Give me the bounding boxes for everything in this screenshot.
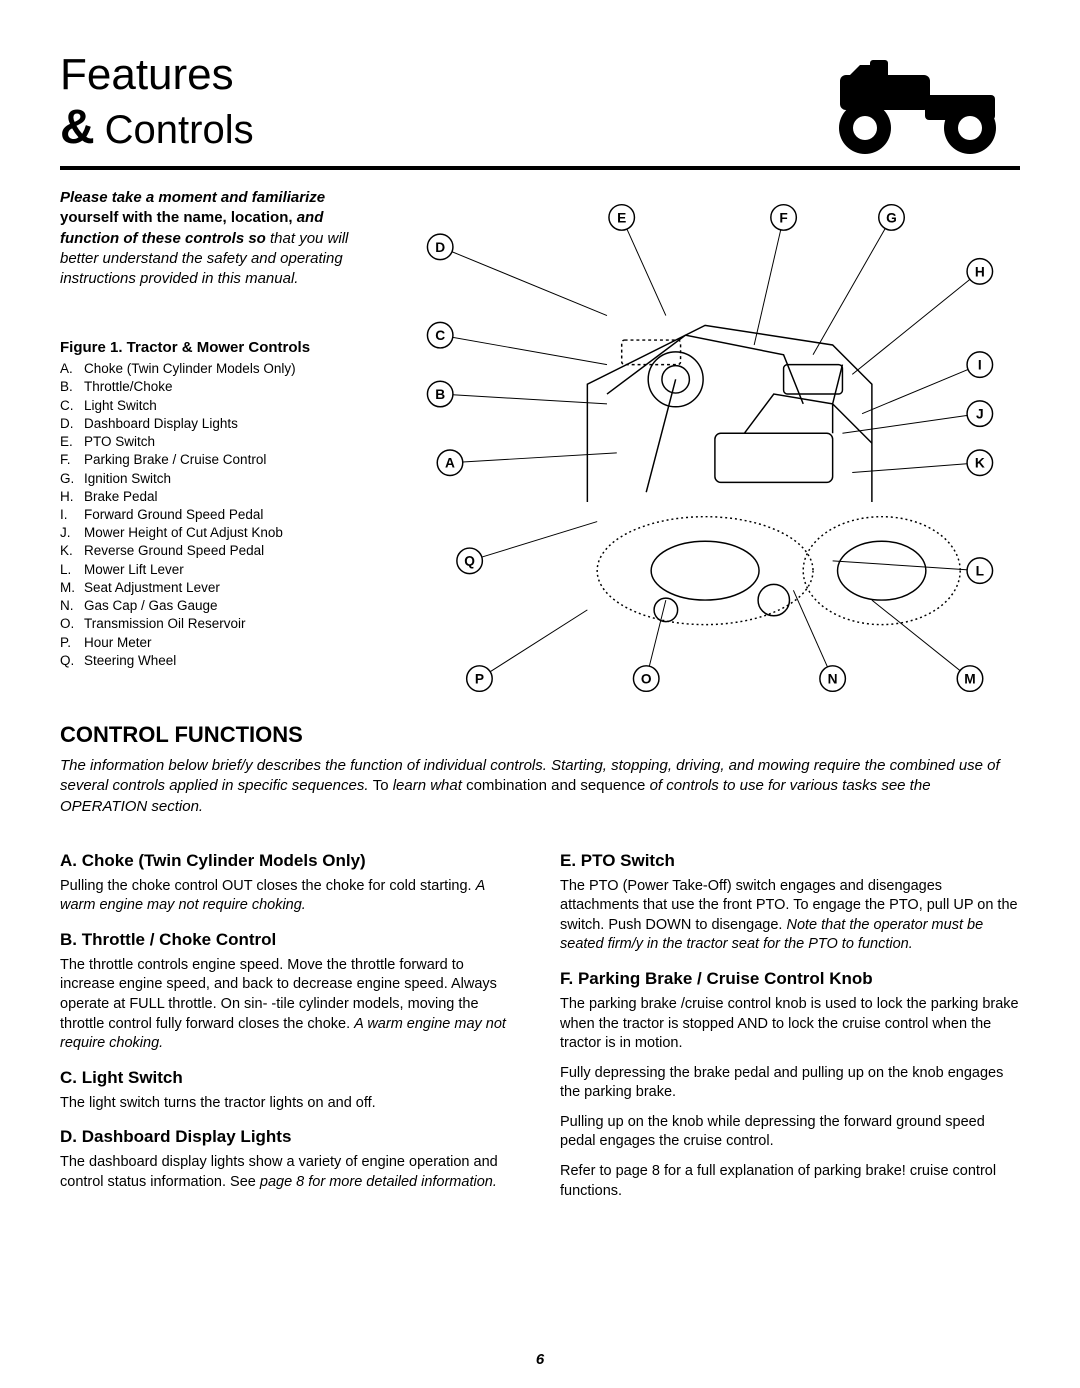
tractor-diagram: A B C D E F G H I J K L M N O P Q	[400, 188, 1020, 708]
sub-d: D. Dashboard Display Lights	[60, 1127, 520, 1147]
legend-item: N.Gas Cap / Gas Gauge	[60, 597, 380, 615]
legend-item: B.Throttle/Choke	[60, 378, 380, 396]
svg-text:L: L	[976, 564, 984, 579]
legend-item: P.Hour Meter	[60, 634, 380, 652]
txt-d: The dashboard display lights show a vari…	[60, 1153, 520, 1192]
svg-text:M: M	[964, 671, 975, 686]
legend-item: Q.Steering Wheel	[60, 652, 380, 670]
svg-text:O: O	[641, 671, 652, 686]
intro-paragraph: Please take a moment and familiarize you…	[60, 188, 380, 289]
svg-text:C: C	[435, 328, 445, 343]
svg-text:N: N	[828, 671, 838, 686]
title-features: Features	[60, 50, 254, 100]
legend-item: D.Dashboard Display Lights	[60, 415, 380, 433]
svg-text:P: P	[475, 671, 484, 686]
svg-text:H: H	[975, 264, 985, 279]
txt-f2: Fully depressing the brake pedal and pul…	[560, 1064, 1020, 1103]
legend-item: A.Choke (Twin Cylinder Models Only)	[60, 360, 380, 378]
col-right: E. PTO Switch The PTO (Power Take-Off) s…	[560, 837, 1020, 1201]
main-row: Please take a moment and familiarize you…	[60, 188, 1020, 708]
sub-f: F. Parking Brake / Cruise Control Knob	[560, 969, 1020, 989]
sub-c: C. Light Switch	[60, 1068, 520, 1088]
txt-f4: Refer to page 8 for a full explanation o…	[560, 1162, 1020, 1201]
txt-f3: Pulling up on the knob while depressing …	[560, 1113, 1020, 1152]
title-block: Features & Controls	[60, 50, 254, 153]
txt-a: Pulling the choke control OUT closes the…	[60, 877, 520, 916]
header: Features & Controls	[60, 50, 1020, 170]
ampersand-icon: &	[60, 104, 95, 152]
svg-text:F: F	[779, 210, 787, 225]
legend-item: H.Brake Pedal	[60, 488, 380, 506]
legend-item: F.Parking Brake / Cruise Control	[60, 451, 380, 469]
svg-text:G: G	[886, 210, 897, 225]
legend-item: J.Mower Height of Cut Adjust Knob	[60, 524, 380, 542]
title-controls-row: & Controls	[60, 104, 254, 153]
page-number: 6	[0, 1351, 1080, 1368]
svg-text:D: D	[435, 240, 445, 255]
svg-text:I: I	[978, 358, 982, 373]
txt-c: The light switch turns the tractor light…	[60, 1094, 520, 1114]
svg-text:E: E	[617, 210, 626, 225]
sub-e: E. PTO Switch	[560, 851, 1020, 871]
svg-text:B: B	[435, 387, 445, 402]
legend-list: A.Choke (Twin Cylinder Models Only)B.Thr…	[60, 360, 380, 670]
section-heading: CONTROL FUNCTIONS	[60, 722, 1020, 748]
legend-item: O.Transmission Oil Reservoir	[60, 615, 380, 633]
sub-b: B. Throttle / Choke Control	[60, 930, 520, 950]
section-intro: The information below brief/y describes …	[60, 756, 1020, 817]
col-left: A. Choke (Twin Cylinder Models Only) Pul…	[60, 837, 520, 1201]
legend-item: I.Forward Ground Speed Pedal	[60, 506, 380, 524]
sub-a: A. Choke (Twin Cylinder Models Only)	[60, 851, 520, 871]
svg-text:A: A	[445, 456, 455, 471]
left-column: Please take a moment and familiarize you…	[60, 188, 380, 708]
svg-text:Q: Q	[464, 554, 475, 569]
two-columns: A. Choke (Twin Cylinder Models Only) Pul…	[60, 837, 1020, 1201]
txt-e: The PTO (Power Take-Off) switch engages …	[560, 877, 1020, 955]
svg-text:K: K	[975, 456, 985, 471]
svg-text:J: J	[976, 407, 984, 422]
legend-item: C.Light Switch	[60, 397, 380, 415]
legend-item: K.Reverse Ground Speed Pedal	[60, 542, 380, 560]
txt-f1: The parking brake /cruise control knob i…	[560, 995, 1020, 1054]
legend-item: E.PTO Switch	[60, 433, 380, 451]
legend-item: M.Seat Adjustment Lever	[60, 579, 380, 597]
legend-item: L.Mower Lift Lever	[60, 561, 380, 579]
tractor-icon	[800, 50, 1020, 160]
title-controls: Controls	[105, 108, 254, 153]
figure-title: Figure 1. Tractor & Mower Controls	[60, 339, 380, 356]
txt-b: The throttle controls engine speed. Move…	[60, 956, 520, 1054]
legend-item: G.Ignition Switch	[60, 470, 380, 488]
